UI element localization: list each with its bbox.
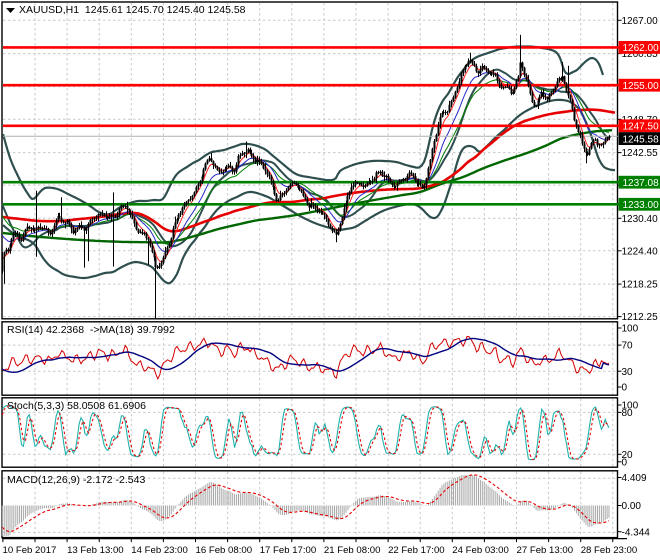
svg-text:Stoch(5,3,3) 58.0508 61.6906: Stoch(5,3,3) 58.0508 61.6906 [7, 400, 146, 412]
svg-text:RSI(14) 42.2368 ->MA(18) 39.7: RSI(14) 42.2368 ->MA(18) 39.7992 [7, 324, 175, 336]
svg-text:27 Feb 13:00: 27 Feb 13:00 [517, 545, 574, 556]
svg-text:70: 70 [622, 341, 634, 352]
svg-text:20: 20 [622, 450, 634, 461]
svg-text:1245.58: 1245.58 [623, 134, 660, 145]
svg-text:28 Feb 23:00: 28 Feb 23:00 [581, 545, 638, 556]
svg-text:21 Feb 08:00: 21 Feb 08:00 [324, 545, 381, 556]
svg-text:1267.00: 1267.00 [622, 16, 659, 27]
svg-text:MACD(12,26,9) -2.172 -2.543: MACD(12,26,9) -2.172 -2.543 [7, 474, 145, 486]
svg-text:4.409: 4.409 [622, 473, 647, 484]
svg-text:1218.25: 1218.25 [622, 280, 659, 291]
svg-text:17 Feb 17:00: 17 Feb 17:00 [260, 545, 317, 556]
svg-text:-4.344: -4.344 [622, 527, 651, 538]
svg-text:1237.08: 1237.08 [623, 178, 660, 189]
svg-text:0: 0 [622, 383, 628, 394]
svg-text:80: 80 [622, 408, 634, 419]
svg-text:10 Feb 2017: 10 Feb 2017 [3, 545, 57, 556]
svg-text:1212.25: 1212.25 [622, 312, 659, 323]
svg-text:22 Feb 17:00: 22 Feb 17:00 [388, 545, 445, 556]
svg-text:1242.55: 1242.55 [622, 148, 659, 159]
svg-text:1224.40: 1224.40 [622, 246, 659, 257]
svg-text:1262.00: 1262.00 [623, 43, 660, 54]
svg-text:1247.50: 1247.50 [623, 122, 660, 133]
svg-text:30: 30 [622, 367, 634, 378]
svg-text:1233.00: 1233.00 [623, 200, 660, 211]
svg-text:13 Feb 13:00: 13 Feb 13:00 [67, 545, 124, 556]
svg-text:XAUUSD,H1 1245.61 1245.70 124: XAUUSD,H1 1245.61 1245.70 1245.40 1245.5… [19, 4, 246, 16]
svg-text:100: 100 [622, 324, 639, 335]
svg-text:1260.85: 1260.85 [622, 49, 659, 60]
svg-text:24 Feb 03:00: 24 Feb 03:00 [452, 545, 509, 556]
svg-text:100: 100 [622, 401, 639, 412]
svg-text:16 Feb 08:00: 16 Feb 08:00 [196, 545, 253, 556]
svg-text:14 Feb 23:00: 14 Feb 23:00 [131, 545, 188, 556]
svg-text:1230.40: 1230.40 [622, 214, 659, 225]
svg-text:0: 0 [622, 457, 628, 468]
svg-text:0.00: 0.00 [622, 501, 642, 512]
svg-text:1255.00: 1255.00 [623, 81, 660, 92]
